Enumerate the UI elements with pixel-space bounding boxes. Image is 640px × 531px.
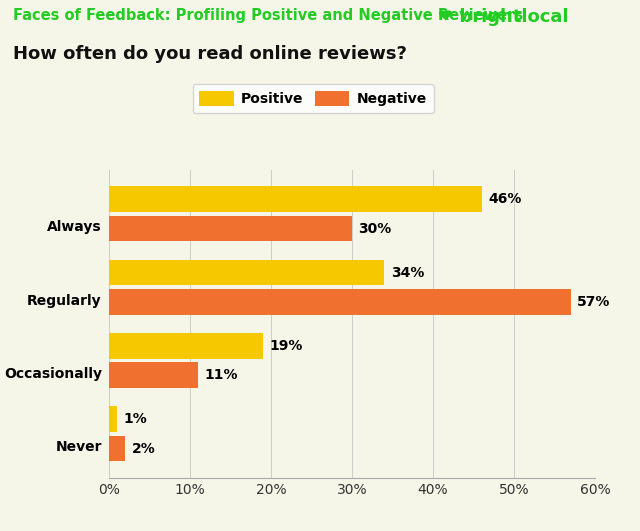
Bar bbox=[109, 289, 571, 315]
Text: 30%: 30% bbox=[358, 221, 392, 236]
Bar bbox=[109, 436, 125, 461]
Bar bbox=[109, 363, 198, 388]
Text: 57%: 57% bbox=[577, 295, 611, 309]
Bar bbox=[109, 260, 385, 286]
Text: ❤ brightlocal: ❤ brightlocal bbox=[438, 8, 569, 26]
Text: 11%: 11% bbox=[204, 368, 238, 382]
Text: Faces of Feedback: Profiling Positive and Negative Reviewers: Faces of Feedback: Profiling Positive an… bbox=[13, 8, 523, 23]
Text: 19%: 19% bbox=[269, 339, 303, 353]
Text: How often do you read online reviews?: How often do you read online reviews? bbox=[13, 45, 406, 63]
Text: 34%: 34% bbox=[391, 266, 424, 280]
Bar bbox=[109, 216, 352, 242]
Legend: Positive, Negative: Positive, Negative bbox=[193, 84, 434, 113]
Bar bbox=[109, 406, 117, 432]
Bar bbox=[109, 333, 263, 359]
Bar bbox=[109, 186, 482, 212]
Text: 2%: 2% bbox=[131, 442, 156, 456]
Text: 1%: 1% bbox=[124, 412, 147, 426]
Text: 46%: 46% bbox=[488, 192, 522, 206]
